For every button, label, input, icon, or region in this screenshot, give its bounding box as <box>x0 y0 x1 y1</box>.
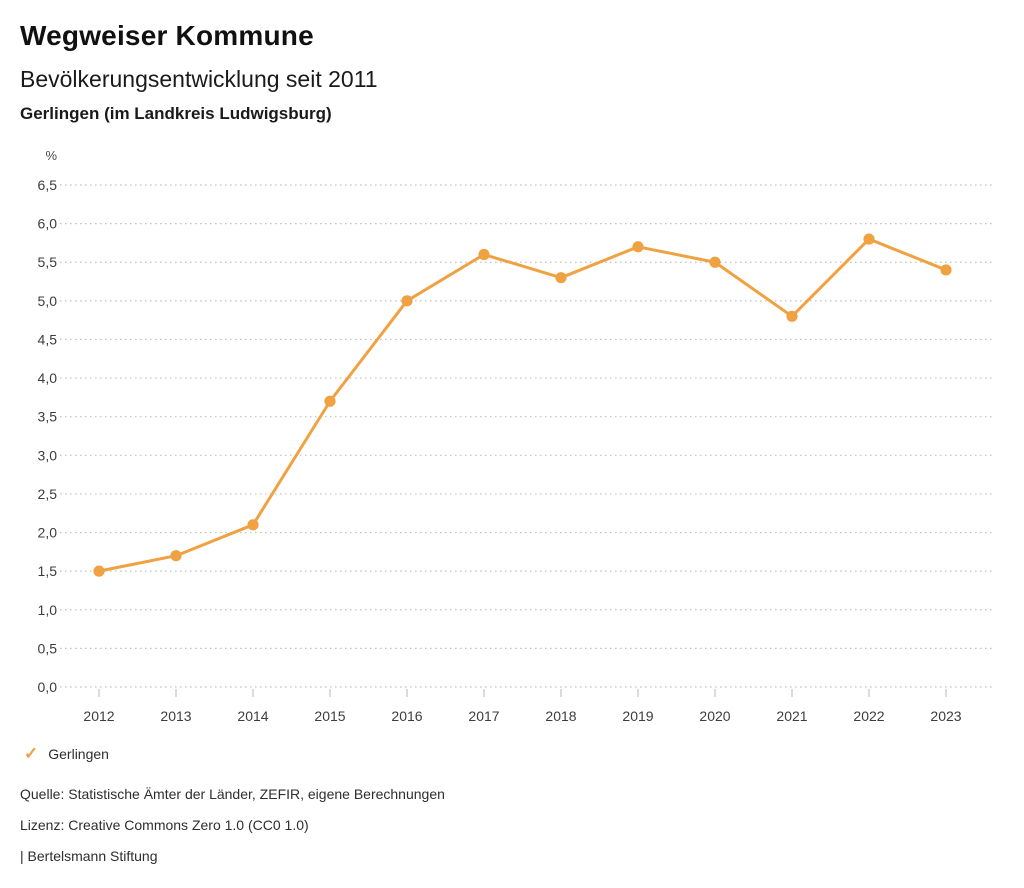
x-tick-label: 2016 <box>391 708 422 724</box>
legend-item-gerlingen[interactable]: ✓ Gerlingen <box>24 745 109 762</box>
data-point-2015[interactable] <box>324 395 336 407</box>
data-point-2019[interactable] <box>632 241 644 253</box>
data-point-2014[interactable] <box>247 519 259 531</box>
data-point-2013[interactable] <box>170 550 182 562</box>
x-tick-label: 2021 <box>776 708 807 724</box>
source-text: Quelle: Statistische Ämter der Länder, Z… <box>20 786 445 802</box>
y-tick-label: 1,0 <box>38 602 58 618</box>
check-icon: ✓ <box>24 744 39 763</box>
chart-area: % 0,0 0,5 1,0 1,5 2,0 2,5 3,0 3,5 4,0 4,5 5,0 5,5 6,0… <box>0 140 1024 740</box>
data-point-2020[interactable] <box>709 256 721 268</box>
x-tick-label: 2019 <box>622 708 653 724</box>
license-text: Lizenz: Creative Commons Zero 1.0 (CC0 1… <box>20 817 309 833</box>
y-tick-label: 4,5 <box>38 331 58 347</box>
chart-subtitle: Bevölkerungsentwicklung seit 2011 <box>20 66 378 92</box>
legend-label: Gerlingen <box>48 745 109 762</box>
y-tick-label: 6,5 <box>38 177 58 193</box>
attribution-text: | Bertelsmann Stiftung <box>20 848 158 864</box>
data-point-2012[interactable] <box>93 565 105 577</box>
y-tick-label: 5,5 <box>38 254 58 270</box>
x-tick-label: 2014 <box>237 708 268 724</box>
y-tick-label: 2,5 <box>38 486 58 502</box>
data-point-2017[interactable] <box>478 248 490 261</box>
y-tick-label: 5,0 <box>38 293 58 309</box>
page-title: Wegweiser Kommune <box>20 20 314 51</box>
data-point-2018[interactable] <box>555 272 567 284</box>
x-tick-label: 2023 <box>930 708 961 724</box>
x-tick-label: 2015 <box>314 708 345 724</box>
data-point-2021[interactable] <box>786 310 798 322</box>
y-tick-label: 1,5 <box>38 563 58 579</box>
region-label: Gerlingen (im Landkreis Ludwigsburg) <box>20 104 332 123</box>
y-axis-unit-label: % <box>45 148 57 163</box>
x-tick-label: 2022 <box>853 708 884 724</box>
series-line-gerlingen <box>97 237 948 573</box>
y-tick-label: 3,5 <box>38 409 58 425</box>
y-tick-label: 0,5 <box>38 640 58 656</box>
x-tick-label: 2017 <box>468 708 499 724</box>
x-tick-label: 2018 <box>545 708 576 724</box>
y-tick-label: 4,0 <box>38 370 58 386</box>
x-tick-label: 2013 <box>160 708 191 724</box>
x-tick-label: 2012 <box>83 708 114 724</box>
x-tick-label: 2020 <box>699 708 730 724</box>
data-point-2022[interactable] <box>863 233 875 245</box>
chart-svg: % 0,0 0,5 1,0 1,5 2,0 2,5 3,0 3,5 4,0 4,5 5,0 5,5 6,0… <box>38 148 993 724</box>
y-tick-label: 2,0 <box>38 525 58 541</box>
y-tick-label: 3,0 <box>38 447 58 463</box>
y-tick-label: 0,0 <box>38 679 58 695</box>
data-point-2016[interactable] <box>401 295 413 307</box>
y-tick-label: 6,0 <box>38 216 58 232</box>
data-point-2023[interactable] <box>940 264 952 276</box>
